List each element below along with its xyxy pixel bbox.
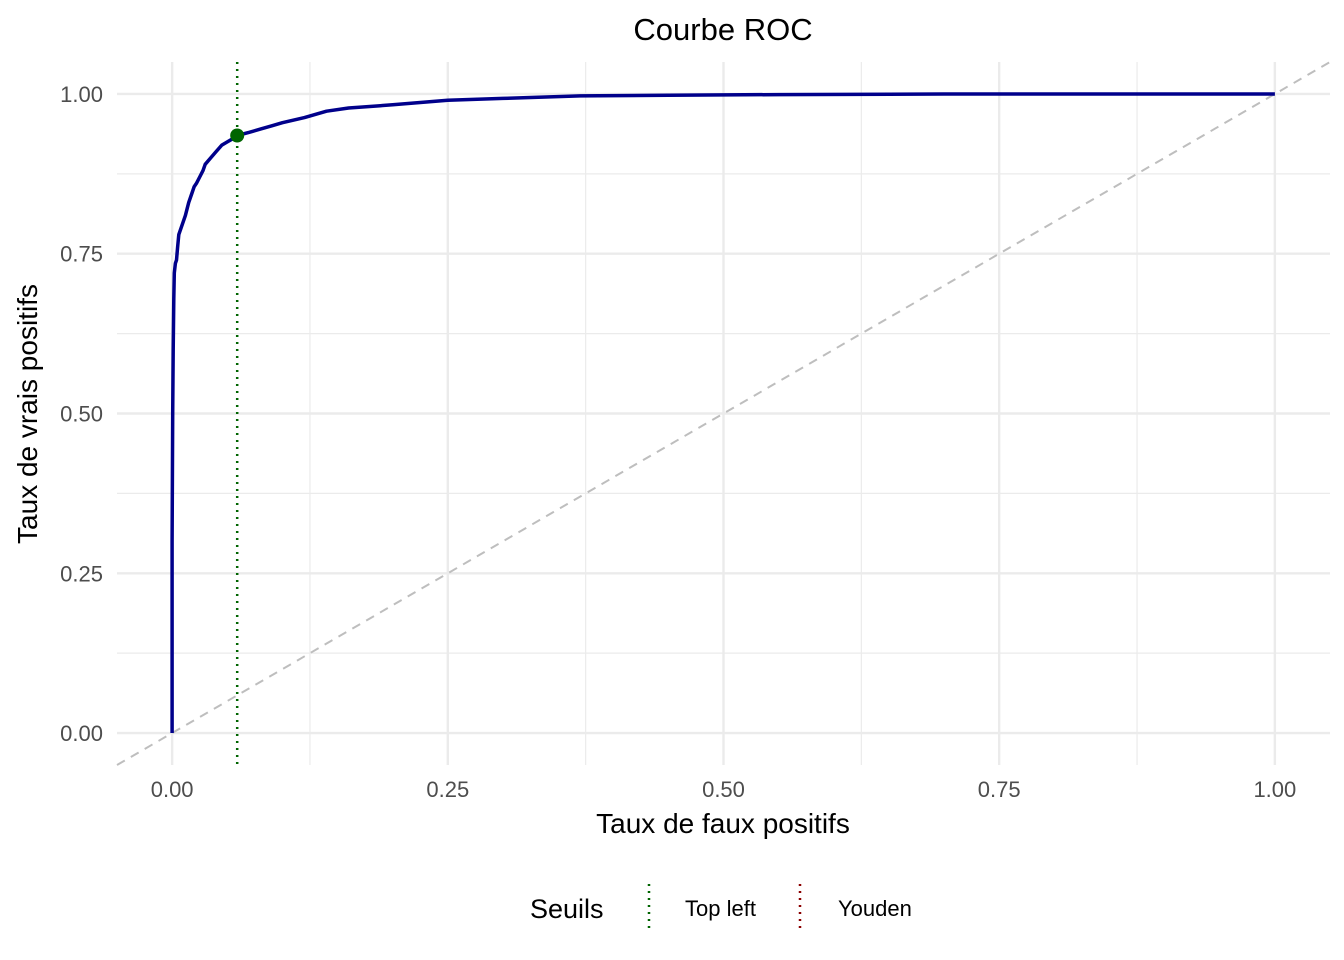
legend: Seuils Top left Youden xyxy=(530,884,912,932)
y-axis-title: Taux de vrais positifs xyxy=(12,284,43,544)
y-tick-labels: 0.00 0.25 0.50 0.75 1.00 xyxy=(60,82,103,746)
x-tick-label: 0.00 xyxy=(151,777,194,802)
x-tick-label: 0.50 xyxy=(702,777,745,802)
x-tick-label: 0.25 xyxy=(426,777,469,802)
reference-layer xyxy=(116,61,1331,766)
x-tick-labels: 0.00 0.25 0.50 0.75 1.00 xyxy=(151,777,1297,802)
roc-curve xyxy=(170,92,1275,733)
optimal-point-layer xyxy=(230,128,245,143)
x-tick-label: 1.00 xyxy=(1253,777,1296,802)
chart-title: Courbe ROC xyxy=(633,12,812,47)
legend-label-youden: Youden xyxy=(838,896,912,921)
y-tick-label: 0.00 xyxy=(60,721,103,746)
y-tick-label: 0.25 xyxy=(60,561,103,586)
legend-title: Seuils xyxy=(530,894,604,924)
y-tick-label: 1.00 xyxy=(60,82,103,107)
roc-curve-layer xyxy=(170,92,1275,733)
y-tick-label: 0.50 xyxy=(60,402,103,427)
x-axis-title: Taux de faux positifs xyxy=(596,808,850,839)
legend-label-top-left: Top left xyxy=(685,896,756,921)
optimal-threshold-point xyxy=(230,128,245,143)
diagonal-reference-line xyxy=(116,61,1331,766)
x-tick-label: 0.75 xyxy=(978,777,1021,802)
y-tick-label: 0.75 xyxy=(60,242,103,267)
